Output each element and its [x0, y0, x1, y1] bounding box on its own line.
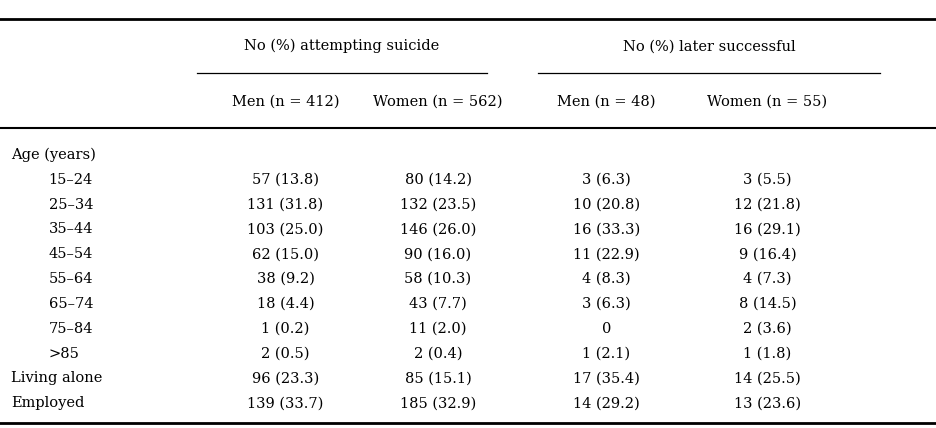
- Text: No (%) later successful: No (%) later successful: [622, 39, 796, 53]
- Text: No (%) attempting suicide: No (%) attempting suicide: [244, 39, 439, 54]
- Text: 4 (7.3): 4 (7.3): [743, 272, 792, 286]
- Text: 9 (16.4): 9 (16.4): [739, 247, 797, 261]
- Text: 25–34: 25–34: [49, 198, 94, 211]
- Text: 80 (14.2): 80 (14.2): [404, 173, 472, 187]
- Text: Men (n = 412): Men (n = 412): [232, 95, 339, 109]
- Text: 0: 0: [602, 322, 611, 336]
- Text: 10 (20.8): 10 (20.8): [573, 198, 640, 211]
- Text: 1 (1.8): 1 (1.8): [743, 347, 792, 360]
- Text: 8 (14.5): 8 (14.5): [739, 297, 797, 311]
- Text: 2 (0.5): 2 (0.5): [261, 347, 310, 360]
- Text: 11 (2.0): 11 (2.0): [409, 322, 467, 336]
- Text: 90 (16.0): 90 (16.0): [404, 247, 472, 261]
- Text: 139 (33.7): 139 (33.7): [247, 396, 324, 410]
- Text: 12 (21.8): 12 (21.8): [734, 198, 801, 211]
- Text: 131 (31.8): 131 (31.8): [247, 198, 324, 211]
- Text: 103 (25.0): 103 (25.0): [247, 223, 324, 236]
- Text: 1 (2.1): 1 (2.1): [582, 347, 631, 360]
- Text: 132 (23.5): 132 (23.5): [400, 198, 476, 211]
- Text: 62 (15.0): 62 (15.0): [252, 247, 319, 261]
- Text: 13 (23.6): 13 (23.6): [734, 396, 801, 410]
- Text: 45–54: 45–54: [49, 247, 93, 261]
- Text: Women (n = 55): Women (n = 55): [708, 95, 827, 109]
- Text: 16 (29.1): 16 (29.1): [734, 223, 801, 236]
- Text: 3 (5.5): 3 (5.5): [743, 173, 792, 187]
- Text: Living alone: Living alone: [11, 372, 103, 385]
- Text: 55–64: 55–64: [49, 272, 94, 286]
- Text: 17 (35.4): 17 (35.4): [573, 372, 640, 385]
- Text: Men (n = 48): Men (n = 48): [557, 95, 656, 109]
- Text: Age (years): Age (years): [11, 148, 96, 162]
- Text: 3 (6.3): 3 (6.3): [582, 297, 631, 311]
- Text: 75–84: 75–84: [49, 322, 94, 336]
- Text: 65–74: 65–74: [49, 297, 94, 311]
- Text: 14 (29.2): 14 (29.2): [573, 396, 640, 410]
- Text: 38 (9.2): 38 (9.2): [256, 272, 314, 286]
- Text: 14 (25.5): 14 (25.5): [734, 372, 801, 385]
- Text: 15–24: 15–24: [49, 173, 93, 187]
- Text: Employed: Employed: [11, 396, 84, 410]
- Text: 1 (0.2): 1 (0.2): [261, 322, 310, 336]
- Text: 35–44: 35–44: [49, 223, 94, 236]
- Text: 43 (7.7): 43 (7.7): [409, 297, 467, 311]
- Text: 96 (23.3): 96 (23.3): [252, 372, 319, 385]
- Text: 185 (32.9): 185 (32.9): [400, 396, 476, 410]
- Text: 146 (26.0): 146 (26.0): [400, 223, 476, 236]
- Text: >85: >85: [49, 347, 80, 360]
- Text: 11 (22.9): 11 (22.9): [573, 247, 640, 261]
- Text: 2 (3.6): 2 (3.6): [743, 322, 792, 336]
- Text: 18 (4.4): 18 (4.4): [256, 297, 314, 311]
- Text: 57 (13.8): 57 (13.8): [252, 173, 319, 187]
- Text: 85 (15.1): 85 (15.1): [404, 372, 472, 385]
- Text: Women (n = 562): Women (n = 562): [373, 95, 503, 109]
- Text: 2 (0.4): 2 (0.4): [414, 347, 462, 360]
- Text: 16 (33.3): 16 (33.3): [573, 223, 640, 236]
- Text: 58 (10.3): 58 (10.3): [404, 272, 472, 286]
- Text: 3 (6.3): 3 (6.3): [582, 173, 631, 187]
- Text: 4 (8.3): 4 (8.3): [582, 272, 631, 286]
